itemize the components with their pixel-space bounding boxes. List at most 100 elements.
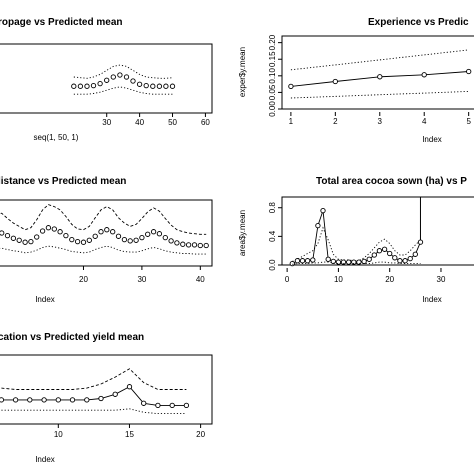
panel-title: cation vs Predicted yield mean bbox=[0, 332, 144, 343]
data-point bbox=[381, 246, 388, 252]
data-point bbox=[325, 256, 331, 262]
data-point bbox=[197, 242, 203, 249]
data-point bbox=[22, 239, 28, 245]
data-point bbox=[10, 235, 17, 241]
plot-box bbox=[0, 199, 213, 267]
data-point bbox=[156, 83, 163, 89]
data-point bbox=[104, 227, 110, 233]
data-point bbox=[150, 229, 157, 235]
series-upper-line bbox=[292, 226, 421, 262]
data-point bbox=[110, 229, 116, 235]
data-point bbox=[180, 241, 186, 247]
data-point bbox=[143, 82, 149, 89]
plot-box bbox=[0, 43, 213, 114]
data-point bbox=[332, 78, 338, 85]
x-tick-label: 20 bbox=[79, 275, 88, 284]
data-point bbox=[63, 232, 69, 239]
data-point bbox=[150, 83, 156, 89]
data-point bbox=[104, 77, 110, 83]
x-axis-label: Index bbox=[422, 135, 442, 144]
data-point bbox=[376, 248, 383, 254]
data-point bbox=[361, 258, 367, 265]
data-point bbox=[126, 384, 133, 390]
y-tick-label: 0.00 bbox=[268, 101, 277, 117]
plot-box bbox=[281, 35, 474, 110]
data-point bbox=[98, 395, 104, 402]
panel-distance: listance vs Predicted mean Index 20 30 40 bbox=[0, 176, 213, 304]
plot-box bbox=[0, 354, 213, 425]
data-point bbox=[86, 237, 92, 243]
panel-title: ropage vs Predicted mean bbox=[0, 17, 123, 28]
x-tick-label: 40 bbox=[196, 275, 205, 284]
data-point bbox=[141, 400, 147, 406]
data-point bbox=[169, 402, 175, 409]
panel-location: cation vs Predicted yield mean Index 10 1… bbox=[0, 332, 213, 464]
series-upper-line bbox=[73, 64, 173, 79]
data-point bbox=[145, 231, 151, 237]
x-tick-label: 3 bbox=[378, 117, 383, 126]
x-tick-label: 1 bbox=[289, 117, 294, 126]
y-axis-label: exper$y.mean bbox=[238, 47, 247, 97]
data-point bbox=[191, 242, 198, 248]
series-upper-line bbox=[290, 49, 469, 71]
x-tick-label: 5 bbox=[466, 117, 471, 126]
y-tick-label: 0.10 bbox=[268, 67, 277, 83]
data-point bbox=[289, 260, 295, 267]
y-tick-label: 0.20 bbox=[268, 34, 277, 50]
data-point bbox=[371, 252, 377, 258]
data-point bbox=[4, 232, 11, 239]
data-point bbox=[412, 251, 418, 257]
data-point bbox=[55, 397, 61, 403]
x-tick-label: 10 bbox=[54, 430, 63, 439]
data-point bbox=[183, 402, 190, 409]
data-point bbox=[304, 258, 311, 264]
data-point bbox=[98, 229, 104, 235]
data-point bbox=[84, 83, 90, 89]
data-point bbox=[299, 258, 306, 264]
panel-title: Experience vs Predic bbox=[368, 17, 469, 28]
data-point bbox=[133, 237, 139, 243]
x-tick-label: 20 bbox=[385, 275, 394, 284]
data-point bbox=[92, 233, 98, 239]
data-point bbox=[203, 242, 209, 249]
x-tick-label: 60 bbox=[201, 118, 210, 127]
data-point bbox=[185, 242, 192, 248]
data-point bbox=[351, 259, 357, 265]
data-point bbox=[330, 258, 336, 265]
series-lower-line bbox=[290, 90, 469, 99]
y-tick-label: 0.05 bbox=[268, 84, 277, 100]
x-tick-label: 30 bbox=[137, 275, 146, 284]
data-point bbox=[162, 234, 168, 241]
y-tick-label: 0.8 bbox=[268, 202, 277, 214]
data-point bbox=[377, 74, 383, 80]
y-axis-label: area$y.mean bbox=[238, 210, 247, 256]
data-point bbox=[320, 207, 326, 214]
x-tick-label: 0 bbox=[285, 275, 290, 284]
data-point bbox=[28, 238, 34, 245]
panel-experience: Experience vs Predic exper$y.mean Index … bbox=[238, 17, 474, 144]
panel-croppage: ropage vs Predicted mean seq(1, 50, 1) 3… bbox=[0, 17, 213, 142]
data-point bbox=[136, 81, 143, 87]
data-point bbox=[402, 258, 408, 264]
panel-area-cocoa: Total area cocoa sown (ha) vs P area$y.m… bbox=[238, 176, 474, 304]
data-point bbox=[84, 397, 90, 403]
series-mean-line bbox=[292, 210, 421, 264]
series-upper-line bbox=[1, 368, 187, 390]
x-tick-label: 30 bbox=[437, 275, 446, 284]
data-point bbox=[387, 250, 393, 257]
data-point bbox=[41, 397, 47, 403]
data-point bbox=[130, 78, 136, 84]
panel-title: listance vs Predicted mean bbox=[0, 176, 126, 187]
data-point bbox=[51, 226, 57, 232]
data-point bbox=[288, 83, 294, 90]
y-tick-label: 0.15 bbox=[268, 51, 277, 67]
data-point bbox=[156, 231, 163, 237]
data-point bbox=[392, 255, 398, 261]
x-tick-label: 2 bbox=[333, 117, 338, 126]
data-point bbox=[155, 402, 161, 409]
data-point bbox=[127, 238, 133, 244]
series-upper-line bbox=[0, 204, 207, 235]
data-point bbox=[71, 83, 77, 89]
data-point bbox=[27, 397, 33, 403]
